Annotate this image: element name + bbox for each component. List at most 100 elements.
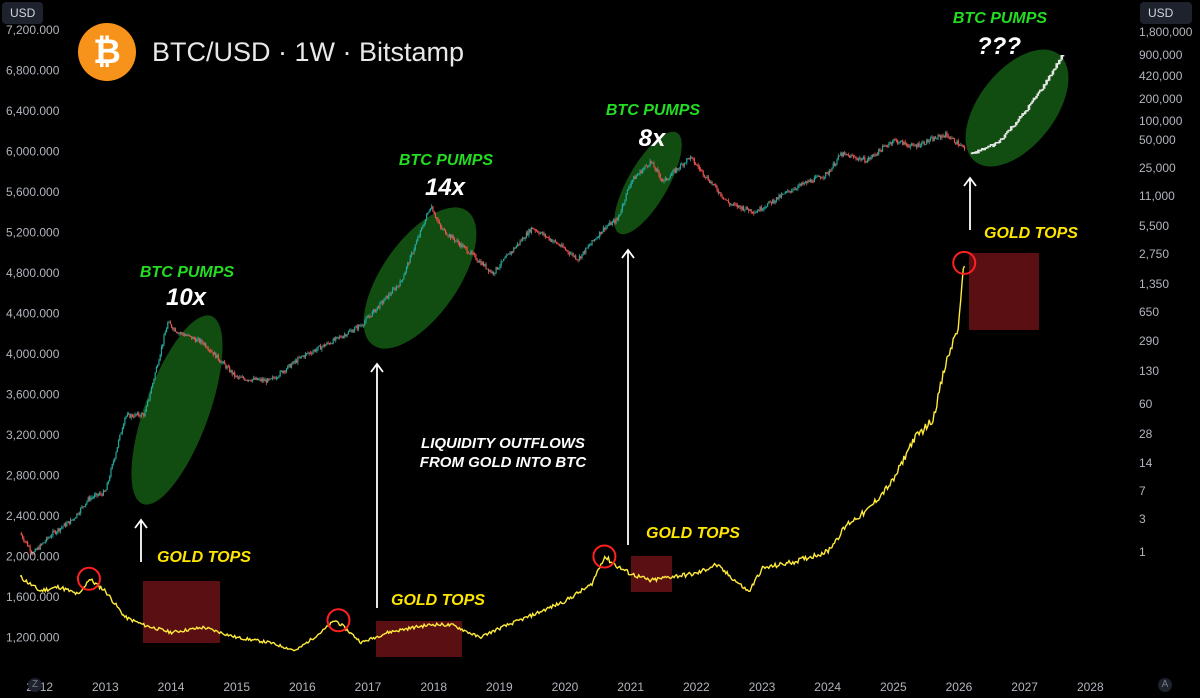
btc-candle-body (735, 204, 737, 206)
btc-candle-body (770, 201, 772, 204)
left-axis-currency-badge[interactable]: USD (2, 2, 44, 24)
btc-candle-body (184, 335, 187, 337)
btc-candle-body (921, 143, 923, 146)
btc-candle-body (870, 156, 872, 159)
btc-candle-body (523, 237, 525, 240)
projection-candle (1040, 89, 1043, 92)
btc-candle-body (249, 379, 251, 381)
btc-candle-body (871, 154, 874, 157)
btc-candle-body (370, 315, 372, 317)
btc-candle-body (170, 324, 173, 328)
btc-candle-body (631, 179, 634, 182)
btc-candle-body (398, 286, 400, 287)
btc-candle-body (779, 195, 781, 198)
btc-candle-body (331, 343, 333, 345)
btc-candle-body (639, 170, 641, 174)
btc-candle-body (883, 146, 885, 148)
btc-candle-body (581, 253, 583, 259)
btc-candle-body (644, 165, 646, 168)
flow-arrows (134, 176, 977, 608)
btc-candle-body (285, 368, 288, 372)
btc-candle-body (189, 335, 192, 337)
btc-candle-body (868, 157, 870, 160)
btc-candle-body (109, 476, 111, 481)
btc-candle-body (907, 144, 909, 147)
btc-candle-body (729, 203, 731, 206)
btc-candle-body (712, 184, 714, 186)
btc-candle-body (106, 483, 108, 490)
btc-candle-body (960, 144, 962, 146)
gold-top-marker-2 (326, 608, 351, 633)
btc-candle-body (139, 415, 141, 417)
btc-candle-body (755, 212, 757, 213)
btc-candle-body (910, 143, 913, 146)
btc-candle-body (100, 493, 102, 495)
auto-scale-toggle[interactable]: A (1158, 678, 1172, 692)
gold-top-marker-1 (76, 566, 101, 591)
btc-candle-body (67, 521, 69, 523)
btc-candle-body (695, 163, 697, 165)
btc-candle-body (835, 163, 837, 166)
btc-candle-body (514, 247, 516, 249)
btc-candle-body (751, 212, 754, 213)
btc-candle-body (467, 252, 469, 254)
btc-candle-body (624, 200, 626, 204)
btc-candle-body (875, 154, 877, 156)
btc-candle-body (748, 209, 750, 211)
chart-title[interactable]: BTC/USD · 1W · Bitstamp (152, 36, 465, 67)
btc-candle-body (347, 331, 349, 335)
btc-candle-body (222, 361, 224, 363)
btc-candle-body (710, 181, 712, 183)
btc-candle-body (750, 209, 752, 213)
btc-candle-body (673, 169, 675, 171)
btc-candle-body (150, 387, 152, 394)
btc-candle-body (689, 156, 692, 160)
projection-candle (1031, 100, 1035, 103)
projection-candle (1028, 104, 1032, 106)
x-axis-tick: 2015 (223, 680, 250, 694)
pump-multiple-3: 8x (639, 125, 667, 152)
right-axis-currency-badge[interactable]: USD (1140, 2, 1192, 24)
projection-candle (1035, 95, 1038, 99)
btc-candle-body (216, 354, 218, 359)
btc-candle-body (254, 377, 256, 380)
left-axis-tick: 5,200.000 (6, 226, 60, 240)
btc-candle-body (309, 352, 312, 354)
btc-candle-body (302, 355, 304, 357)
btc-candle-body (211, 351, 213, 353)
btc-candle-body (809, 179, 812, 182)
btc-candle-body (61, 527, 63, 529)
btc-candle-body (544, 233, 546, 237)
btc-candle-body (236, 375, 238, 377)
btc-candle-body (438, 221, 440, 224)
projection-candle (1009, 126, 1013, 131)
btc-candle-body (87, 497, 89, 502)
btc-candle-body (758, 210, 760, 212)
btc-candle-body (30, 550, 33, 553)
btc-candle-body (693, 159, 695, 164)
btc-candle-body (63, 523, 65, 527)
btc-candle-body (234, 372, 236, 377)
btc-candle-body (335, 337, 337, 341)
timezone-toggle[interactable]: Z (28, 678, 42, 692)
btc-candle-body (92, 497, 94, 498)
btc-candle-body (436, 217, 438, 219)
gold-top-box-1 (143, 581, 220, 643)
btc-candle-body (330, 343, 332, 345)
right-axis-tick: 290 (1139, 334, 1159, 348)
projection-candle (1060, 54, 1064, 60)
btc-candle-body (804, 181, 807, 183)
btc-candle-body (568, 252, 570, 255)
btc-candle-body (841, 152, 843, 157)
btc-candle-body (110, 468, 112, 477)
btc-candle-body (782, 193, 784, 195)
btc-candle-body (379, 302, 381, 309)
btc-candle-body (941, 135, 943, 138)
btc-candle-body (399, 280, 401, 287)
btc-candle-body (753, 212, 755, 214)
btc-candle-body (354, 327, 356, 331)
btc-candle-body (570, 253, 572, 255)
btc-candle-body (44, 541, 46, 543)
btc-candle-body (682, 164, 684, 166)
